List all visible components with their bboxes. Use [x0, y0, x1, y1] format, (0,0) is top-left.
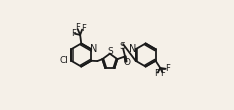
- Text: O: O: [123, 58, 130, 67]
- Text: F: F: [81, 24, 86, 33]
- Text: Cl: Cl: [59, 57, 68, 65]
- Text: F: F: [154, 69, 159, 78]
- Text: F: F: [165, 64, 170, 73]
- Text: S: S: [119, 42, 125, 51]
- Text: F: F: [71, 29, 76, 38]
- Text: N: N: [90, 44, 97, 54]
- Text: F: F: [160, 69, 165, 78]
- Text: S: S: [107, 47, 113, 56]
- Text: F: F: [75, 23, 80, 32]
- Text: N: N: [129, 44, 137, 54]
